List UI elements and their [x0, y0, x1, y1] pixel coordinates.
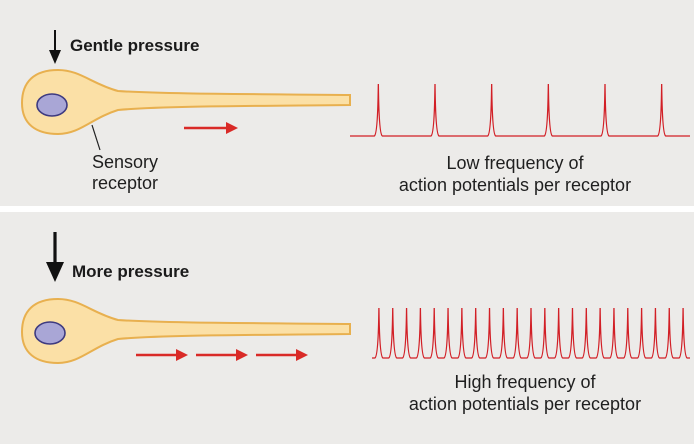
nucleus	[36, 93, 68, 117]
caption: Low frequency of action potentials per r…	[360, 152, 670, 196]
right-arrow-icon	[196, 349, 248, 361]
nucleus	[34, 321, 66, 345]
signal-arrows	[136, 349, 308, 361]
sensory-receptor-shape	[20, 297, 351, 365]
down-arrow-icon	[49, 30, 61, 64]
sensory-receptor-shape	[20, 68, 351, 136]
caption-line1: Low frequency of	[446, 153, 584, 173]
receptor-label-line1: Sensory	[91, 152, 159, 172]
spike-train	[372, 307, 690, 359]
right-arrow-icon	[184, 122, 238, 134]
more-pressure-art	[20, 232, 690, 365]
right-arrow-icon	[256, 349, 308, 361]
panel-title: Gentle pressure	[70, 36, 200, 55]
gentle-pressure-panel: Gentle pressure Sensory receptor Low fre…	[0, 0, 694, 206]
right-arrow-icon	[136, 349, 188, 361]
panel-title: More pressure	[72, 262, 190, 281]
caption-line1: High frequency of	[454, 372, 596, 392]
gentle-pressure-art	[20, 30, 690, 151]
more-pressure-panel: More pressure High frequency of action p…	[0, 212, 694, 444]
receptor-pointer-line	[91, 124, 101, 151]
caption-line2: action potentials per receptor	[398, 175, 632, 195]
signal-arrows	[184, 122, 238, 134]
down-arrow-icon	[46, 232, 64, 282]
receptor-label: Sensory receptor	[70, 152, 180, 194]
receptor-label-line2: receptor	[91, 173, 159, 193]
caption-line2: action potentials per receptor	[408, 394, 642, 414]
caption: High frequency of action potentials per …	[370, 371, 680, 415]
spike-train	[350, 83, 690, 137]
